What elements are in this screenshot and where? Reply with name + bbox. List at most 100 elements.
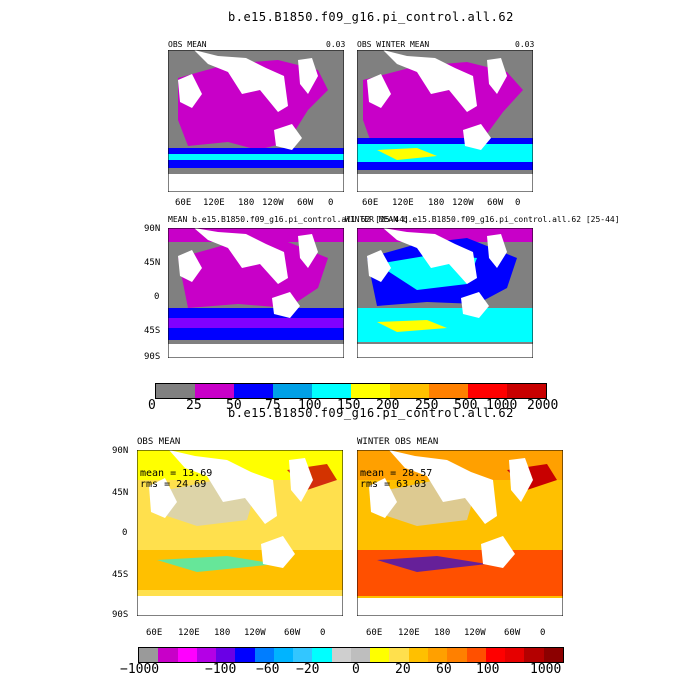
colorbar-bottom-swatch — [427, 648, 448, 662]
y-tick-0-b: 0 — [122, 528, 128, 538]
map-panel-bottom-winter-obs-mean — [357, 450, 563, 616]
x-tick-0-a: 0 — [328, 198, 334, 208]
colorbar-top-label: 500 — [454, 398, 478, 413]
colorbar-top-label: 25 — [186, 398, 202, 413]
colorbar-bottom-swatch — [139, 648, 159, 662]
colorbar-top-swatch — [507, 384, 546, 398]
map-panel-top-model-winter-mean — [357, 228, 533, 358]
y-tick-45s-b: 45S — [112, 570, 129, 580]
colorbar-bottom-swatch — [216, 648, 236, 662]
panel-scale-obs-winter-mean: 0.03 — [515, 40, 535, 49]
colorbar-top-swatch — [351, 384, 390, 398]
map-panel-top-obs-mean — [168, 50, 344, 192]
colorbar-bottom-swatch — [524, 648, 544, 662]
stat-rms-right: rms = 63.03 — [360, 479, 427, 490]
colorbar-bottom-label: 100 — [476, 662, 500, 677]
colorbar-bottom-label: 20 — [395, 662, 411, 677]
x-tick-180-a: 180 — [238, 198, 255, 208]
y-tick-90s-b: 90S — [112, 610, 129, 620]
colorbar-top — [155, 383, 547, 399]
map-panel-top-model-mean — [168, 228, 344, 358]
colorbar-bottom-swatch — [158, 648, 178, 662]
colorbar-top-label: 2000 — [527, 398, 559, 413]
x-tick-60w-c: 60W — [284, 628, 301, 638]
x-tick-120e-c: 120E — [178, 628, 200, 638]
y-tick-45n-a: 45N — [144, 258, 161, 268]
y-tick-90n-a: 90N — [144, 224, 161, 234]
x-tick-0-b: 0 — [515, 198, 521, 208]
colorbar-top-label: 50 — [226, 398, 242, 413]
panel-scale-obs-mean: 0.03 — [326, 40, 346, 49]
stat-mean-left: mean = 13.69 — [140, 468, 213, 479]
y-tick-45n-b: 45N — [112, 488, 129, 498]
x-tick-120e-a: 120E — [203, 198, 225, 208]
colorbar-top-label: 200 — [376, 398, 400, 413]
colorbar-bottom-label: 60 — [436, 662, 452, 677]
colorbar-bottom-swatch — [196, 648, 217, 662]
figure-title-bottom: b.e15.B1850.f09_g16.pi_control.all.62 — [228, 406, 514, 420]
colorbar-bottom-label: −60 — [256, 662, 280, 677]
colorbar-top-label: 0 — [148, 398, 156, 413]
panel-label-bottom-winter-obs-mean: WINTER OBS MEAN — [357, 437, 439, 447]
colorbar-bottom-swatch — [389, 648, 409, 662]
x-tick-180-d: 180 — [434, 628, 451, 638]
colorbar-top-label: 250 — [415, 398, 439, 413]
colorbar-bottom-swatch — [293, 648, 313, 662]
panel-label-model-mean: MEAN b.e15.B1850.f09_g16.pi_control.all.… — [168, 215, 409, 224]
panel-label-obs-mean: OBS MEAN — [168, 40, 207, 49]
figure-title-top: b.e15.B1850.f09_g16.pi_control.all.62 — [228, 10, 514, 24]
colorbar-top-swatch — [156, 384, 195, 398]
y-tick-90n-b: 90N — [112, 446, 129, 456]
colorbar-bottom-swatch — [350, 648, 371, 662]
colorbar-top-swatch — [273, 384, 312, 398]
colorbar-top-label: 150 — [337, 398, 361, 413]
colorbar-top-label: 75 — [265, 398, 281, 413]
x-tick-120w-a: 120W — [262, 198, 284, 208]
stat-mean-right: mean = 28.57 — [360, 468, 433, 479]
stat-rms-left: rms = 24.69 — [140, 479, 207, 490]
colorbar-bottom-swatch — [235, 648, 255, 662]
x-tick-120w-c: 120W — [244, 628, 266, 638]
colorbar-top-swatch — [468, 384, 507, 398]
map-panel-bottom-obs-mean — [137, 450, 343, 616]
colorbar-bottom-swatch — [466, 648, 486, 662]
colorbar-top-swatch — [234, 384, 273, 398]
x-tick-180-c: 180 — [214, 628, 231, 638]
x-tick-0-c: 0 — [320, 628, 326, 638]
x-tick-60w-a: 60W — [297, 198, 314, 208]
colorbar-bottom-label: −1000 — [120, 662, 160, 677]
colorbar-bottom-swatch — [370, 648, 390, 662]
x-tick-60e-a: 60E — [175, 198, 192, 208]
colorbar-bottom-swatch — [177, 648, 197, 662]
x-tick-60e-d: 60E — [366, 628, 383, 638]
colorbar-bottom-swatch — [505, 648, 525, 662]
x-tick-60w-b: 60W — [487, 198, 504, 208]
colorbar-bottom — [138, 647, 564, 663]
x-tick-120e-d: 120E — [398, 628, 420, 638]
x-tick-120e-b: 120E — [392, 198, 414, 208]
y-tick-0-a: 0 — [154, 292, 160, 302]
y-tick-90s-a: 90S — [144, 352, 161, 362]
colorbar-bottom-swatch — [273, 648, 294, 662]
x-tick-180-b: 180 — [428, 198, 445, 208]
colorbar-bottom-swatch — [408, 648, 428, 662]
map-panel-top-obs-winter-mean — [357, 50, 533, 192]
x-tick-120w-d: 120W — [464, 628, 486, 638]
colorbar-bottom-swatch — [254, 648, 274, 662]
x-tick-60e-c: 60E — [146, 628, 163, 638]
colorbar-bottom-swatch — [312, 648, 332, 662]
x-tick-60w-d: 60W — [504, 628, 521, 638]
colorbar-top-swatch — [195, 384, 234, 398]
colorbar-top-swatch — [429, 384, 468, 398]
colorbar-bottom-swatch — [543, 648, 563, 662]
x-tick-120w-b: 120W — [452, 198, 474, 208]
colorbar-bottom-label: −20 — [296, 662, 320, 677]
colorbar-bottom-swatch — [485, 648, 506, 662]
colorbar-bottom-swatch — [331, 648, 351, 662]
panel-label-obs-winter-mean: OBS WINTER MEAN — [357, 40, 430, 49]
colorbar-bottom-swatch — [447, 648, 467, 662]
x-tick-0-d: 0 — [540, 628, 546, 638]
colorbar-top-swatch — [312, 384, 351, 398]
x-tick-60e-b: 60E — [362, 198, 379, 208]
colorbar-top-swatch — [390, 384, 429, 398]
